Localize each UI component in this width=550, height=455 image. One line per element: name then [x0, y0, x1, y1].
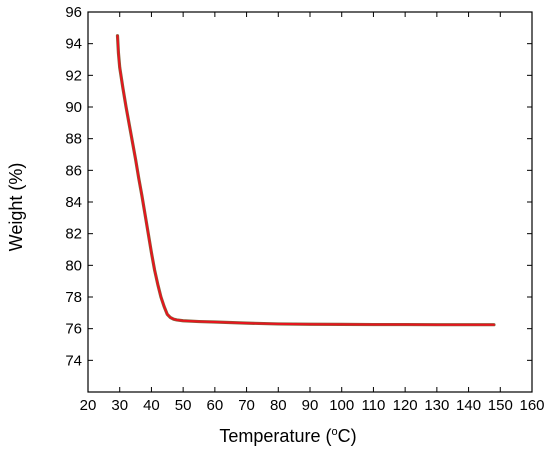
x-tick-label: 130 — [424, 397, 449, 414]
x-tick-label: 90 — [302, 397, 319, 414]
x-tick-label: 30 — [111, 397, 128, 414]
data-point — [493, 324, 495, 326]
data-point — [245, 322, 248, 324]
data-point — [119, 66, 121, 69]
y-axis-label: Weight (%) — [6, 163, 26, 252]
x-tick-label: 70 — [238, 397, 255, 414]
data-point — [309, 323, 311, 325]
data-point — [134, 158, 137, 160]
data-point — [141, 195, 143, 197]
y-tick-label: 90 — [65, 99, 82, 116]
x-axis-label: Temperature (oC) — [219, 426, 356, 446]
x-tick-label: 120 — [393, 397, 418, 414]
data-point — [467, 324, 470, 326]
y-tick-label: 82 — [65, 226, 82, 243]
x-tick-label: 50 — [175, 397, 192, 414]
data-point — [341, 323, 343, 325]
axes — [87, 11, 533, 393]
y-tick-label: 92 — [65, 67, 82, 84]
y-tick-label: 78 — [65, 289, 82, 306]
x-tick-label: 80 — [270, 397, 287, 414]
data-point — [150, 252, 153, 254]
plot-frame — [87, 11, 533, 393]
y-tick-label: 96 — [65, 4, 82, 21]
data-point — [372, 323, 375, 326]
data-point — [147, 233, 149, 235]
series-outline-line — [115, 34, 496, 327]
x-tick-label: 160 — [519, 397, 544, 414]
data-point — [166, 313, 168, 316]
data-point — [173, 318, 175, 320]
data-point — [163, 305, 165, 308]
y-tick-label: 86 — [65, 162, 82, 179]
y-tick-label: 74 — [65, 352, 82, 369]
data-point — [182, 320, 184, 322]
y-tick-label: 84 — [65, 194, 82, 211]
x-tick-label: 110 — [361, 397, 385, 414]
data-point — [176, 319, 178, 321]
data-point — [198, 320, 200, 323]
y-tick-label: 76 — [65, 321, 82, 338]
data-point — [404, 323, 406, 326]
x-tick-label: 140 — [456, 397, 481, 414]
x-tick-label: 100 — [329, 397, 354, 414]
series-layer — [115, 34, 496, 327]
series-line — [116, 34, 495, 326]
x-tick-label: 60 — [207, 397, 224, 414]
data-point — [138, 177, 140, 179]
x-tick-label: 20 — [80, 397, 97, 414]
data-point — [131, 141, 133, 143]
data-point — [436, 324, 438, 326]
data-point — [128, 123, 130, 126]
data-point — [277, 323, 279, 325]
data-point — [117, 52, 120, 54]
data-point — [122, 87, 124, 89]
data-point — [154, 269, 156, 271]
x-tick-label: 150 — [488, 397, 513, 414]
data-point — [160, 296, 162, 298]
x-tick-label: 40 — [143, 397, 160, 414]
y-tick-label: 80 — [65, 257, 82, 274]
data-point — [169, 316, 172, 319]
ticks-layer: 20 30 40 50 60 70 80 90 100 110 120 130 140 150 160 74 7… — [65, 4, 544, 414]
y-tick-label: 88 — [65, 131, 82, 148]
data-point — [214, 321, 216, 323]
y-tick-label: 94 — [65, 36, 82, 53]
data-point — [144, 214, 146, 216]
data-point — [116, 35, 119, 37]
data-point — [125, 106, 127, 108]
data-point — [157, 283, 159, 285]
